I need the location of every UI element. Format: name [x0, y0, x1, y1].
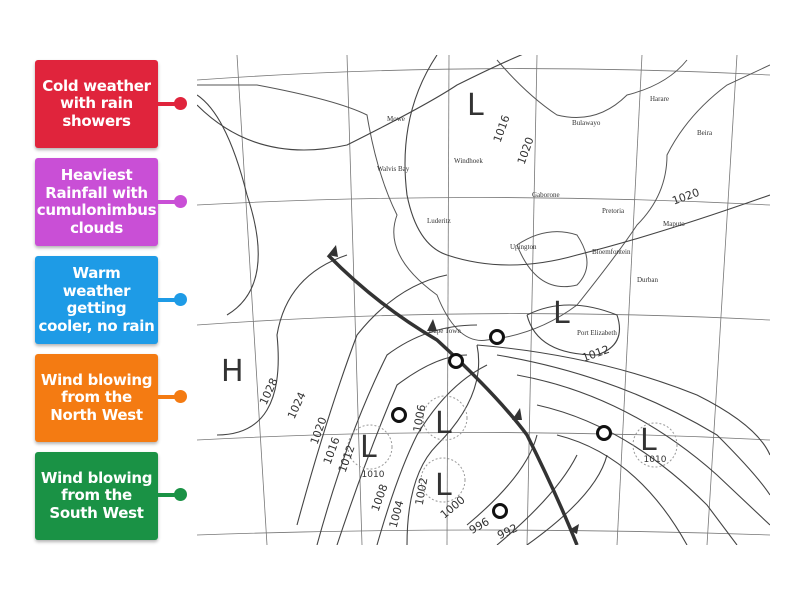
svg-text:Windhoek: Windhoek	[454, 157, 483, 165]
drop-target-3[interactable]	[391, 407, 407, 423]
svg-text:996: 996	[467, 515, 492, 537]
svg-text:Upington: Upington	[510, 243, 537, 251]
svg-text:Pretoria: Pretoria	[602, 207, 625, 215]
label-heaviest-rainfall[interactable]: Heaviest Rainfall with cumulonimbus clou…	[35, 158, 158, 246]
low-pressure-rings	[347, 395, 678, 503]
svg-text:Luderitz: Luderitz	[427, 217, 451, 225]
isobar-values: 1016 1020 1020 1012 1028 1024 1020 1016 …	[257, 113, 701, 542]
svg-text:Maputo: Maputo	[663, 220, 685, 228]
svg-text:Gaborone: Gaborone	[532, 191, 560, 199]
synoptic-weather-map: Mowe Walvis Bay Windhoek Luderitz Upingt…	[197, 55, 770, 545]
svg-text:1020: 1020	[515, 135, 537, 166]
svg-text:Harare: Harare	[650, 95, 669, 103]
connector-dot	[174, 97, 187, 110]
connector	[158, 493, 178, 497]
connector-dot	[174, 390, 187, 403]
svg-text:L: L	[435, 468, 452, 503]
svg-text:1010: 1010	[644, 455, 667, 465]
svg-text:L: L	[640, 423, 657, 458]
svg-text:1002: 1002	[413, 476, 431, 506]
svg-text:1006: 1006	[411, 403, 429, 433]
svg-text:L: L	[467, 88, 484, 123]
cold-front	[326, 253, 579, 545]
connector	[158, 395, 178, 399]
svg-text:1024: 1024	[285, 390, 309, 421]
svg-text:Cape Town: Cape Town	[429, 327, 461, 335]
svg-text:Bulawayo: Bulawayo	[572, 119, 601, 127]
label-wind-north-west[interactable]: Wind blowing from the North West	[35, 354, 158, 442]
connector-dot	[174, 195, 187, 208]
connector-dot	[174, 293, 187, 306]
svg-text:1010: 1010	[362, 470, 385, 480]
svg-text:L: L	[435, 406, 452, 441]
connector	[158, 298, 178, 302]
connector	[158, 200, 178, 204]
svg-text:1008: 1008	[369, 482, 391, 513]
svg-text:Mowe: Mowe	[387, 115, 405, 123]
drop-target-4[interactable]	[596, 425, 612, 441]
connector	[158, 102, 178, 106]
svg-text:Beira: Beira	[697, 129, 713, 137]
place-names: Mowe Walvis Bay Windhoek Luderitz Upingt…	[377, 95, 713, 337]
svg-text:Walvis Bay: Walvis Bay	[377, 165, 410, 173]
svg-text:1020: 1020	[670, 186, 701, 208]
svg-text:1028: 1028	[257, 376, 281, 407]
svg-text:H: H	[221, 354, 244, 389]
drop-target-5[interactable]	[492, 503, 508, 519]
drop-target-2[interactable]	[448, 353, 464, 369]
drop-target-1[interactable]	[489, 329, 505, 345]
svg-text:1012: 1012	[580, 343, 611, 365]
svg-text:1016: 1016	[491, 113, 513, 144]
label-cold-weather[interactable]: Cold weather with rain showers	[35, 60, 158, 148]
svg-text:L: L	[553, 296, 570, 331]
svg-text:Port Elizabeth: Port Elizabeth	[577, 329, 617, 337]
pressure-systems: L L L L L L H	[221, 88, 657, 503]
label-warm-weather[interactable]: Warm weather getting cooler, no rain	[35, 256, 158, 344]
svg-text:Bloemfontein: Bloemfontein	[592, 248, 631, 256]
connector-dot	[174, 488, 187, 501]
front-barbs	[328, 245, 579, 534]
svg-text:1020: 1020	[308, 415, 330, 446]
isobars	[197, 55, 770, 545]
svg-text:L: L	[360, 430, 377, 465]
svg-text:Durban: Durban	[637, 276, 658, 284]
svg-text:992: 992	[495, 521, 520, 542]
grid-lines	[197, 55, 770, 545]
label-wind-south-west[interactable]: Wind blowing from the South West	[35, 452, 158, 540]
